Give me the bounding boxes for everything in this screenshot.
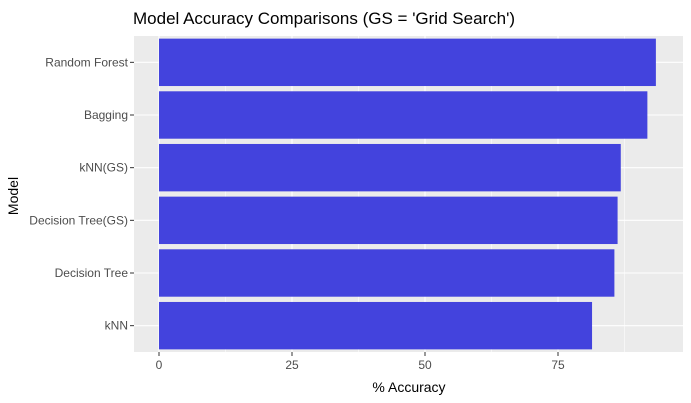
chart-title: Model Accuracy Comparisons (GS = 'Grid S… [133,9,515,28]
bar [159,196,618,245]
y-tick-label: kNN [105,319,128,333]
x-tick-label: 75 [551,358,565,372]
bar [159,38,656,87]
x-axis-title: % Accuracy [372,379,445,395]
x-tick-label: 25 [285,358,299,372]
y-tick-label: Decision Tree(GS) [29,213,128,227]
y-tick-label: Decision Tree [55,266,129,280]
bar [159,91,648,139]
x-axis: 0 25 50 75 [156,352,565,372]
bar [159,143,621,192]
y-tick-label: Random Forest [45,55,128,69]
y-tick-label: Bagging [84,108,128,122]
minor-gridlines [225,36,625,352]
bars [159,38,656,350]
bar [159,301,593,350]
bar [159,249,615,297]
x-tick-label: 0 [156,358,163,372]
y-axis-title: Model [5,177,21,215]
x-tick-label: 50 [418,358,432,372]
y-tick-label: kNN(GS) [79,161,128,175]
y-axis: Random Forest Bagging kNN(GS) Decision Tree… [29,55,134,333]
